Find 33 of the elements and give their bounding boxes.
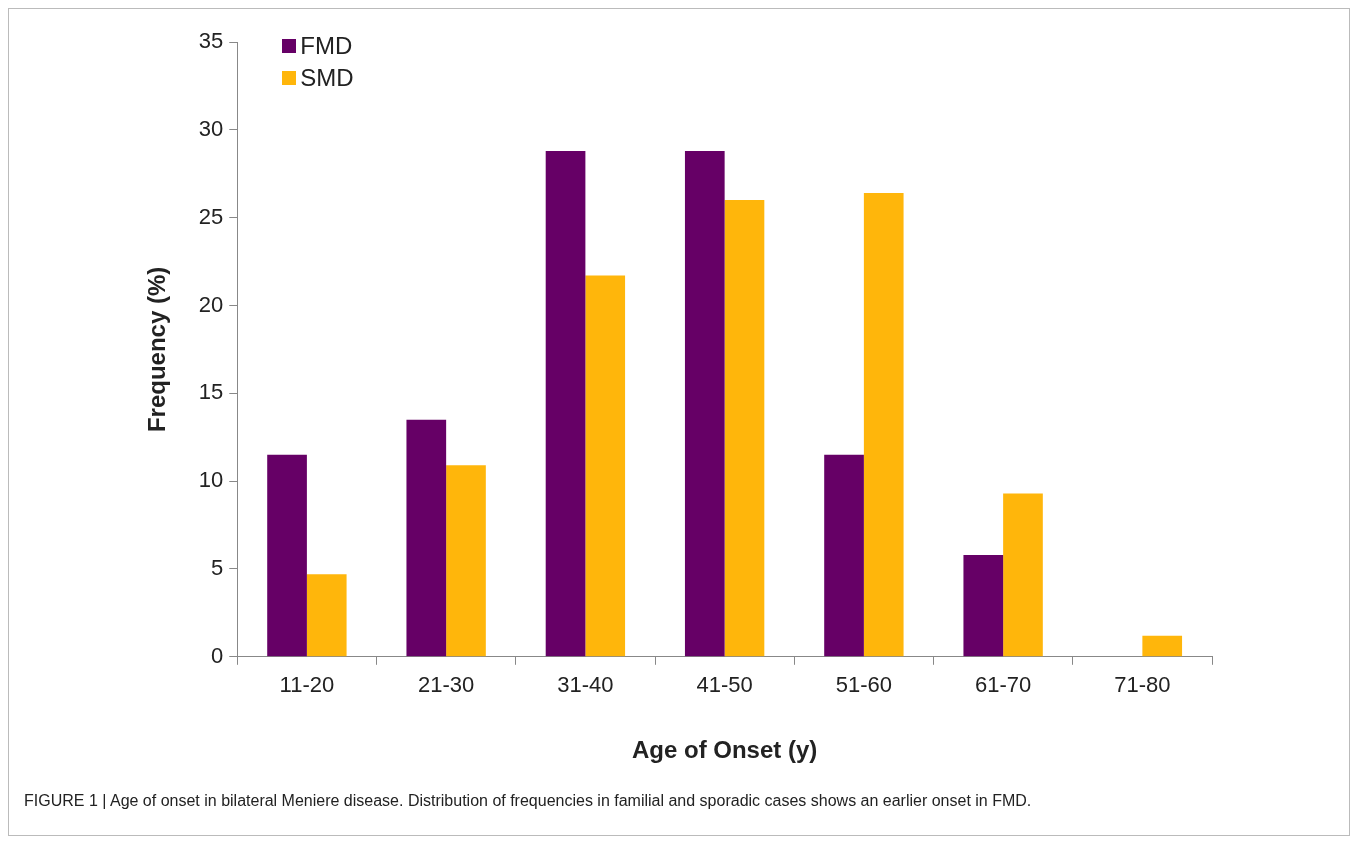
x-tick-label: 21-30 — [418, 672, 475, 698]
y-tick-label: 5 — [211, 555, 224, 581]
bar — [684, 150, 725, 657]
bar — [724, 200, 765, 657]
bar — [406, 419, 447, 657]
y-tick-label: 25 — [198, 203, 224, 229]
x-tick-label: 61-70 — [974, 672, 1032, 698]
bar — [545, 150, 586, 657]
x-tick-label: 11-20 — [279, 672, 335, 698]
bar — [446, 465, 486, 657]
y-tick-label: 20 — [198, 291, 224, 317]
bar — [824, 454, 864, 657]
bar — [963, 554, 1004, 657]
bar — [267, 454, 307, 657]
legend-label: FMD — [300, 32, 353, 60]
bar — [585, 275, 626, 657]
y-tick-label: 10 — [198, 467, 224, 493]
x-tick-label: 71-80 — [1114, 672, 1171, 698]
bar — [863, 193, 904, 657]
y-axis-title: Frequency (%) — [143, 266, 171, 433]
x-tick-label: 31-40 — [557, 672, 614, 698]
x-tick-label: 41-50 — [696, 672, 753, 698]
caption: FIGURE 1 | Age of onset in bilateral Meniere disease. Distribution of frequencies in familial and sporadic cases shows an earlier onset in FMD. — [24, 792, 1033, 810]
y-tick-label: 30 — [198, 115, 224, 141]
x-tick-label: 51-60 — [835, 672, 893, 698]
x-axis-title: Age of Onset (y) — [631, 736, 818, 764]
bar — [1003, 493, 1043, 657]
y-tick-label: 35 — [198, 28, 224, 54]
bar — [1142, 635, 1183, 657]
y-tick-label: 0 — [211, 642, 224, 668]
bar — [306, 574, 347, 657]
y-tick-label: 15 — [198, 379, 224, 405]
legend-label: SMD — [300, 64, 354, 92]
